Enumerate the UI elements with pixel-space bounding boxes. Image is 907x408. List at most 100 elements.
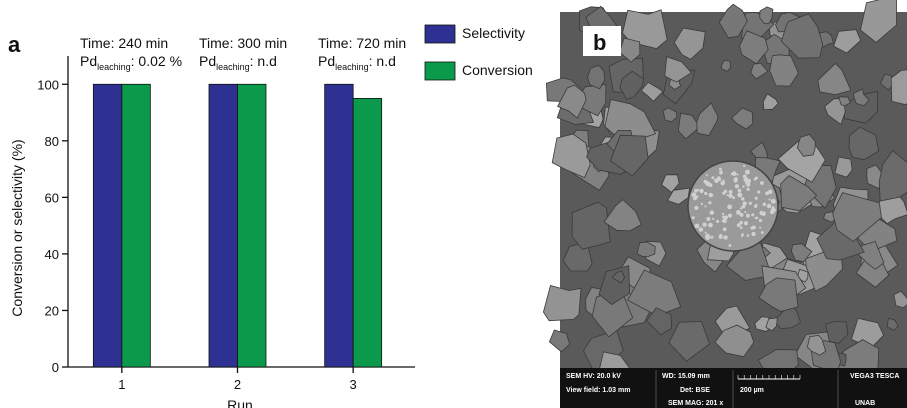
sem-texture [722,179,725,182]
sem-texture [760,181,764,185]
sem-particle [848,126,880,161]
sem-texture [741,204,746,209]
sem-particle [646,307,672,336]
sem-texture [734,184,739,189]
sem-texture [739,212,744,217]
legend-label: Conversion [462,62,533,78]
sem-particle [636,241,656,258]
sem-texture [704,191,708,196]
sem-texture [758,218,763,223]
sem-particle [718,3,748,39]
sem-particle [603,199,642,232]
leaching-value: : n.d [369,53,396,69]
info-text: VEGA3 TESCA [850,373,899,380]
sem-texture [728,189,733,194]
sem-texture [754,216,757,220]
y-tick-label: 20 [45,303,59,318]
sem-texture [737,192,743,198]
sem-particle [609,134,649,177]
sem-texture [736,173,739,176]
sem-particle [852,88,870,107]
sem-particle [619,37,641,63]
sem-particle [725,242,772,281]
sem-texture [709,210,715,215]
sem-particle [673,27,706,60]
sem-texture [705,173,708,176]
sem-texture [740,235,743,238]
sem-texture [744,211,747,214]
sem-texture [717,177,722,181]
sem-texture [696,188,700,192]
sem-particle [619,70,645,100]
sem-particle [780,13,824,59]
y-tick-label: 80 [45,134,59,149]
sem-texture [708,222,713,228]
sem-texture [691,216,695,220]
sem-texture [745,169,750,175]
sem-particle [714,324,755,358]
sem-texture [694,223,700,229]
sem-particle [731,107,754,130]
sem-particle [832,192,882,242]
bar [324,83,354,368]
sem-texture [715,219,720,224]
y-tick-label: 40 [45,247,59,262]
y-tick-label: 60 [45,190,59,205]
sem-texture [768,198,771,201]
info-bar [560,368,907,408]
sem-particle [622,9,668,50]
element: Pd [318,53,335,69]
legend-swatch [424,61,456,81]
sem-particle [762,93,779,111]
sem-texture [694,205,699,210]
info-text: SEM HV: 20.0 kV [566,373,621,380]
leaching-value: : 0.02 % [131,53,182,69]
sem-texture [751,213,755,217]
sem-particle [668,321,711,362]
sem-texture [723,235,728,240]
sem-texture [755,203,758,206]
sem-texture [742,185,745,188]
sem-particle [765,317,778,332]
panel-label: b [593,30,606,55]
sem-texture [743,221,749,226]
sem-particle [879,73,895,91]
sem-texture [728,193,733,199]
sem-particle [817,62,852,96]
sem-texture [700,202,704,206]
sem-texture [722,227,727,232]
panel-label-box [583,26,621,56]
sem-texture [708,192,713,198]
sem-texture [714,178,719,183]
annotation-time: Time: 240 min [80,35,168,51]
sem-particle [557,84,587,119]
sem-texture [770,210,775,215]
bar [237,83,267,368]
sem-texture [748,201,752,206]
bar [352,98,383,368]
sem-texture [724,215,729,220]
sem-texture [733,177,738,182]
sem-texture [721,212,725,215]
bar [208,83,238,368]
sem-texture [726,194,729,197]
sem-texture [746,234,750,237]
sem-texture [746,187,750,191]
sem-texture [711,176,715,180]
sem-particle [878,150,907,202]
sem-texture [743,164,746,168]
sem-particle [720,59,731,72]
sem-texture [745,213,750,218]
sem-texture [762,202,767,207]
annotation-leaching: Pdleaching: n.d [318,53,396,72]
sem-particle [825,321,849,344]
sem-texture [739,220,743,225]
sem-texture [759,226,762,229]
sem-texture [718,167,722,171]
sem-texture [732,196,735,200]
leaching-value: : n.d [250,53,277,69]
panel-label: a [8,32,21,57]
sem-texture [691,192,697,198]
